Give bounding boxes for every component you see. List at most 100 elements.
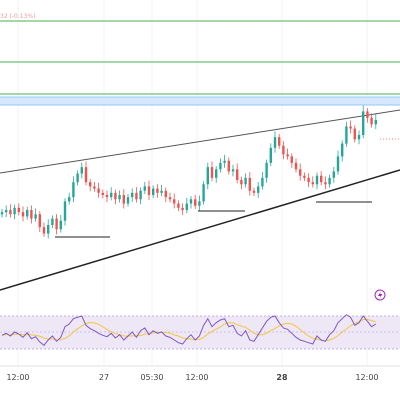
candle-body xyxy=(210,167,214,178)
candle-body xyxy=(156,188,159,193)
candle-body xyxy=(34,214,37,219)
candle-body xyxy=(152,188,155,195)
candle-body xyxy=(286,154,289,157)
candle-body xyxy=(80,167,83,174)
candle-body xyxy=(240,180,243,185)
rsi-line xyxy=(1,314,377,347)
candle-body xyxy=(68,197,71,202)
rsi-pane xyxy=(0,314,400,350)
time-tick-label: 12:00 xyxy=(6,373,29,382)
candle-body xyxy=(231,169,235,172)
candle-body xyxy=(353,128,356,140)
candle-body xyxy=(105,195,109,198)
time-tick-label: 12:00 xyxy=(355,373,378,382)
candle-body xyxy=(303,175,306,178)
candle-body xyxy=(257,186,260,193)
candle-body xyxy=(76,173,79,183)
candle-body xyxy=(59,220,62,230)
candle-body xyxy=(185,203,188,210)
candle-body xyxy=(236,169,239,180)
candle-body xyxy=(374,120,377,125)
candle-body xyxy=(315,175,319,185)
candle-body xyxy=(248,177,251,191)
candle-body xyxy=(126,197,130,204)
candle-body xyxy=(173,199,176,204)
candle-body xyxy=(93,186,96,189)
candle-body xyxy=(110,192,113,198)
candle-body xyxy=(194,199,197,206)
candle-body xyxy=(244,177,247,185)
time-tick-label: 05:30 xyxy=(140,373,163,382)
lightning-icon[interactable] xyxy=(374,289,386,301)
candle-body xyxy=(328,177,331,185)
candle-body xyxy=(101,192,104,195)
candle-body xyxy=(307,177,310,183)
price-header: 32 (-0.13%) xyxy=(0,13,36,20)
candle-body xyxy=(122,195,125,204)
time-tick-label: 12:00 xyxy=(185,373,208,382)
candle-body xyxy=(265,162,268,178)
candle-body xyxy=(269,147,272,163)
candle-body xyxy=(252,190,256,193)
candle-body xyxy=(206,167,209,185)
candle-body xyxy=(21,212,25,217)
candle-body xyxy=(370,117,373,125)
candle-body xyxy=(324,182,327,185)
candle-body xyxy=(273,137,277,148)
candle-body xyxy=(261,177,264,187)
candle-body xyxy=(55,218,58,230)
candle-body xyxy=(177,203,180,208)
candle-body xyxy=(362,111,365,135)
candle-body xyxy=(202,184,205,202)
candle-body xyxy=(30,210,33,219)
candle-body xyxy=(219,162,222,170)
candle-body xyxy=(147,186,151,195)
grid-lines xyxy=(17,0,368,366)
candle-body xyxy=(139,190,142,200)
candle-body xyxy=(0,212,4,215)
rsi-band xyxy=(0,316,400,349)
candle-body xyxy=(299,169,302,176)
candle-body xyxy=(320,175,323,183)
horizontal-levels xyxy=(0,20,400,106)
candle-body xyxy=(282,145,285,155)
candle-body xyxy=(84,167,88,183)
candles xyxy=(0,105,377,239)
candle-body xyxy=(42,227,46,234)
candle-body xyxy=(26,210,29,217)
candle-body xyxy=(72,182,75,198)
candle-body xyxy=(89,182,92,187)
candle-body xyxy=(294,162,298,170)
candle-body xyxy=(223,160,226,163)
candle-body xyxy=(160,190,163,193)
candle-body xyxy=(332,171,335,178)
candle-body xyxy=(366,111,369,118)
candle-body xyxy=(227,160,230,172)
candle-body xyxy=(336,156,340,172)
candle-body xyxy=(345,126,348,144)
candle-body xyxy=(17,207,20,213)
candle-body xyxy=(118,195,121,200)
candle-body xyxy=(357,135,361,140)
lower-trendline[interactable] xyxy=(0,169,400,291)
candle-body xyxy=(63,201,67,221)
candle-body xyxy=(143,186,146,191)
candle-body xyxy=(9,210,12,215)
candle-body xyxy=(114,192,117,200)
candle-body xyxy=(168,197,172,200)
time-tick-label: 27 xyxy=(99,373,109,382)
candle-body xyxy=(215,169,218,178)
candle-body xyxy=(181,207,184,210)
candle-body xyxy=(51,218,54,225)
candle-body xyxy=(131,192,134,198)
candle-body xyxy=(198,201,201,206)
candle-body xyxy=(164,190,167,198)
candle-body xyxy=(135,192,138,200)
time-tick-label: 28 xyxy=(276,373,288,382)
rsi-ma-line xyxy=(1,318,376,342)
upper-trendline[interactable] xyxy=(0,109,400,174)
candle-body xyxy=(290,156,293,163)
candle-body xyxy=(97,188,100,193)
candle-body xyxy=(341,143,344,157)
